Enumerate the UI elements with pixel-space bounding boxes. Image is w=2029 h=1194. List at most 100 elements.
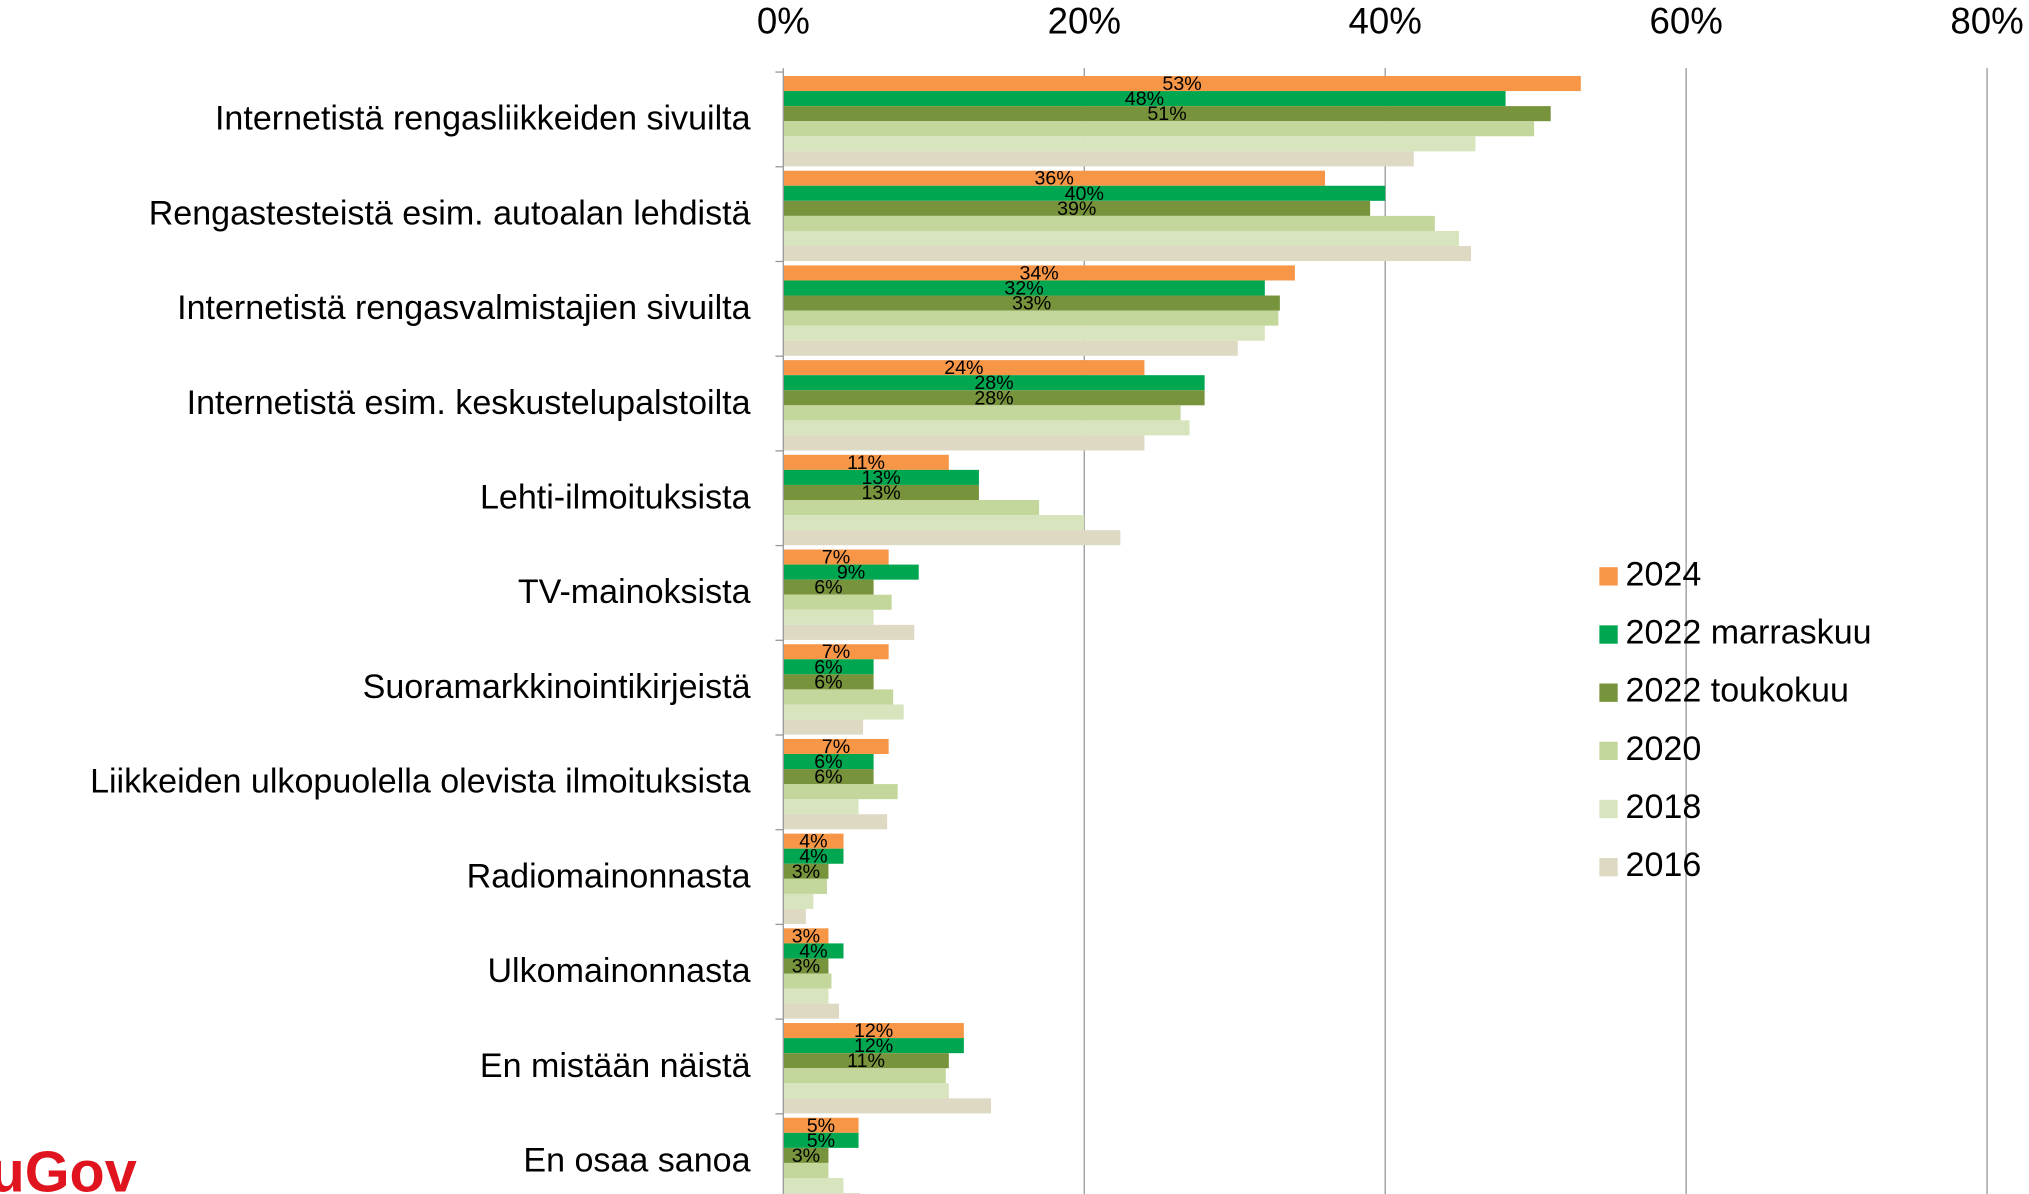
category-label: Suoramarkkinointikirjeistä — [363, 668, 751, 706]
data-label: 12% — [854, 1020, 893, 1042]
data-label: 13% — [861, 482, 900, 504]
bar — [783, 530, 1121, 546]
bar — [783, 928, 829, 944]
data-label: 7% — [822, 736, 850, 758]
bar — [783, 908, 806, 925]
data-label: 6% — [814, 656, 842, 678]
data-label: 53% — [1162, 73, 1201, 95]
bar — [783, 405, 1181, 421]
category-label: En osaa sanoa — [523, 1141, 750, 1179]
data-label: 3% — [792, 861, 820, 883]
legend-label: 2022 toukokuu — [1626, 672, 1849, 710]
legend-swatch — [1599, 857, 1618, 877]
bar — [783, 674, 874, 690]
bar — [783, 1147, 829, 1163]
x-tick-label: 0% — [757, 0, 810, 41]
bar — [783, 340, 1238, 356]
legend-swatch — [1599, 683, 1618, 702]
data-label: 13% — [861, 467, 900, 489]
bar — [783, 91, 1506, 107]
bar — [783, 1177, 844, 1194]
data-label: 40% — [1065, 183, 1104, 205]
bar — [783, 799, 859, 815]
bar — [783, 704, 904, 720]
data-label: 39% — [1057, 198, 1096, 220]
data-label: 6% — [814, 577, 842, 599]
legend-label: 2016 — [1626, 846, 1702, 884]
bar — [783, 121, 1535, 137]
bar — [783, 375, 1205, 391]
data-label: 4% — [799, 846, 827, 868]
bar — [783, 151, 1414, 167]
data-label: 48% — [1125, 88, 1164, 110]
category-label: Internetistä rengasvalmistajien sivuilta — [177, 289, 750, 327]
category-label: Internetistä esim. keskustelupalstoilta — [187, 384, 751, 422]
bar — [783, 659, 874, 675]
bar — [783, 549, 889, 565]
bar — [783, 1053, 949, 1069]
category-label: Liikkeiden ulkopuolella olevista ilmoitu… — [90, 763, 751, 801]
bar — [783, 420, 1190, 436]
bar — [783, 1083, 949, 1099]
bar — [783, 958, 829, 974]
bar — [783, 1162, 829, 1178]
category-label: En mistään näistä — [480, 1047, 751, 1085]
bar — [783, 878, 827, 894]
category-label: Internetistä rengasliikkeiden sivuilta — [215, 100, 751, 138]
bar — [783, 594, 892, 610]
bar — [783, 814, 888, 830]
bar — [783, 579, 874, 595]
legend-swatch — [1599, 625, 1618, 644]
bar — [783, 170, 1326, 186]
bar — [783, 719, 864, 735]
bar — [783, 1068, 946, 1084]
data-label: 12% — [854, 1035, 893, 1057]
data-label: 4% — [799, 940, 827, 962]
data-label: 3% — [792, 955, 820, 977]
legend-swatch — [1599, 799, 1618, 819]
bar — [783, 500, 1040, 516]
data-label: 7% — [822, 547, 850, 569]
bar — [783, 185, 1386, 201]
bar — [783, 564, 919, 580]
bar — [783, 136, 1476, 152]
legend-label: 2018 — [1626, 788, 1702, 826]
category-label: Lehti-ilmoituksista — [480, 479, 751, 517]
data-label: 34% — [1019, 262, 1058, 284]
category-label: Ulkomainonnasta — [487, 952, 750, 990]
bar — [783, 769, 874, 785]
bar — [783, 1023, 964, 1039]
bar — [783, 310, 1279, 326]
bar — [783, 484, 979, 501]
bar — [783, 943, 844, 959]
bar — [783, 75, 1581, 92]
x-tick-label: 40% — [1349, 0, 1422, 41]
legend-label: 2022 marraskuu — [1626, 614, 1872, 652]
data-label: 33% — [1012, 293, 1051, 315]
bar — [783, 435, 1145, 451]
bar — [783, 295, 1280, 311]
bar — [783, 689, 894, 705]
bar — [783, 753, 874, 770]
data-label: 4% — [799, 831, 827, 853]
bar — [783, 644, 889, 660]
logo: uGov — [0, 1141, 137, 1194]
data-label: 6% — [814, 671, 842, 693]
bar — [783, 265, 1295, 281]
bar — [783, 230, 1459, 247]
bar — [783, 1117, 859, 1133]
data-label: 28% — [974, 387, 1013, 409]
bar — [783, 863, 829, 879]
bar — [783, 1003, 839, 1019]
data-label: 32% — [1004, 277, 1043, 299]
category-label: Rengastesteistä esim. autoalan lehdistä — [149, 194, 751, 232]
data-label: 7% — [822, 641, 850, 663]
data-label: 11% — [847, 1050, 885, 1072]
bar — [783, 454, 949, 470]
bar — [783, 325, 1265, 341]
category-label: Radiomainonnasta — [467, 857, 751, 895]
category-label: TV-mainoksista — [518, 573, 751, 611]
bar — [783, 738, 889, 754]
x-tick-label: 20% — [1048, 0, 1121, 41]
